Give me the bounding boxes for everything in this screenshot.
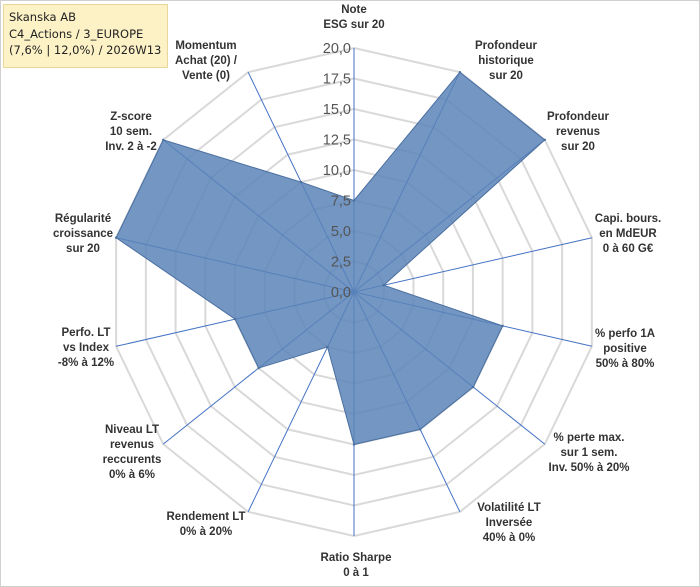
data-point-5: [472, 385, 475, 389]
tick-label-8: 20,0: [323, 41, 351, 57]
category-label-volatilite: Volatilité LT Inversée 40% à 0%: [477, 502, 541, 544]
data-point-10: [233, 317, 237, 321]
tick-label-6: 15,0: [323, 102, 351, 118]
data-point-13: [299, 180, 303, 184]
chart-title-box: Skanska AB C4_Actions / 3_EUROPE (7,6% |…: [3, 4, 168, 68]
category-label-profondeur-historique: Profondeur historique sur 20: [475, 40, 537, 82]
category-label-z-score: Z-score 10 sem. Inv. 2 à -2: [105, 111, 157, 153]
category-label-ratio-sharpe: Ratio Sharpe 0 à 1: [320, 552, 392, 579]
category-label-regularite: Régularité croissance sur 20: [52, 213, 114, 255]
tick-label-4: 10,0: [323, 163, 351, 179]
tick-label-3: 7,5: [331, 194, 351, 210]
tick-label-0: 0,0: [331, 285, 351, 301]
category-label-note-esg: Note ESG sur 20: [323, 4, 385, 31]
tick-label-1: 2,5: [331, 255, 351, 271]
category-label-niveau-revenus: Niveau LT revenus reccurents 0% à 6%: [102, 424, 162, 481]
data-point-0: [352, 199, 356, 202]
category-label-momentum: Momentum Achat (20) / Vente (0): [175, 40, 237, 82]
data-point-1: [458, 70, 462, 74]
chart-title-line-2: C4_Actions / 3_EUROPE: [9, 26, 144, 41]
category-label-perfo-1a: % perfo 1A positive 50% à 80%: [594, 328, 656, 370]
data-point-6: [418, 428, 422, 431]
data-point-11: [114, 236, 118, 239]
category-label-rendement-lt: Rendement LT 0% à 20%: [166, 511, 246, 538]
data-point-8: [326, 345, 329, 349]
category-label-perte-max: % perte max. sur 1 sem. Inv. 50% à 20%: [548, 432, 630, 474]
category-label-perfo-lt: Perfo. LT vs Index -8% à 12%: [57, 327, 115, 369]
data-point-7: [352, 443, 356, 446]
axis-spoke-3: [353, 237, 592, 293]
category-label-profondeur-revenus: Profondeur revenus sur 20: [547, 111, 609, 153]
chart-title-line-3: (7,6% | 12,0%) / 2026W13: [9, 43, 162, 57]
chart-title-line-1: Skanska AB: [9, 10, 77, 24]
data-point-2: [543, 138, 546, 142]
tick-label-7: 17,5: [323, 72, 351, 88]
category-label-capi-bours: Capi. bours. en MdEUR 0 à 60 G€: [594, 213, 662, 255]
tick-label-5: 12,5: [323, 133, 351, 149]
data-point-9: [257, 366, 260, 370]
data-point-3: [382, 284, 385, 287]
data-point-4: [501, 324, 504, 328]
tick-label-2: 5,0: [331, 224, 351, 240]
data-point-12: [162, 138, 165, 142]
